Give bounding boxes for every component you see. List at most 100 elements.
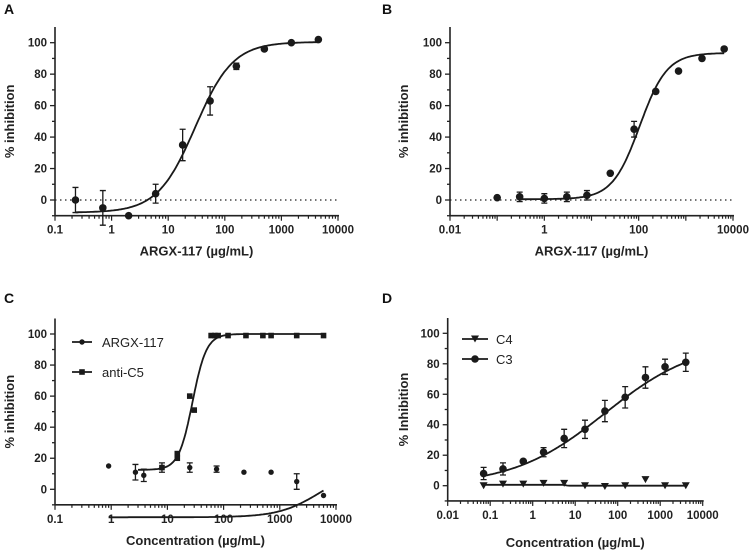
data-point bbox=[479, 482, 488, 490]
x-tick-label: 10000 bbox=[687, 510, 719, 522]
data-point bbox=[581, 425, 589, 434]
y-tick-label: 60 bbox=[34, 101, 47, 113]
data-point bbox=[560, 434, 568, 443]
data-point bbox=[651, 87, 660, 96]
data-point bbox=[621, 393, 629, 402]
x-tick-label: 10000 bbox=[322, 225, 354, 237]
legend-marker bbox=[79, 339, 85, 345]
y-tick-label: 40 bbox=[34, 132, 47, 144]
y-tick-label: 0 bbox=[41, 484, 47, 496]
data-point bbox=[132, 469, 139, 475]
x-tick-label: 1 bbox=[108, 514, 115, 526]
fit-curve bbox=[519, 52, 725, 201]
data-point bbox=[215, 332, 221, 339]
chart-panel-d: D 0 20 40 60 80 100 0.01 0.1 1 10 100 1000 10000 Conce… bbox=[382, 290, 719, 550]
y-axis-title: % inhibition bbox=[2, 84, 17, 158]
x-tick-label: 0.01 bbox=[437, 510, 460, 522]
data-point bbox=[174, 455, 181, 462]
chart-panel-a: A 0 20 40 60 80 100 0.1 1 10 100 1000 10000 ARGX-117 … bbox=[2, 1, 354, 259]
legend-marker bbox=[471, 335, 479, 343]
y-tick-label: 100 bbox=[421, 328, 440, 340]
data-point bbox=[320, 492, 327, 499]
data-point bbox=[206, 97, 214, 105]
data-point bbox=[630, 125, 638, 134]
x-axis-title: Concentration (µg/mL) bbox=[126, 533, 265, 548]
data-point bbox=[174, 450, 181, 457]
series-argx-117: ARGX-117 bbox=[72, 335, 327, 519]
data-point bbox=[681, 482, 690, 490]
data-point bbox=[124, 211, 133, 220]
data-point bbox=[720, 45, 728, 53]
data-point bbox=[99, 204, 107, 212]
legend-label: anti-C5 bbox=[102, 365, 144, 380]
y-tick-label: 60 bbox=[34, 391, 47, 403]
data-point bbox=[293, 332, 300, 339]
y-tick-label: 100 bbox=[28, 329, 47, 341]
data-point bbox=[539, 448, 548, 456]
x-tick-label: 1000 bbox=[647, 510, 673, 522]
data-point bbox=[540, 194, 549, 203]
data-point bbox=[583, 191, 591, 200]
x-tick-label: 1 bbox=[541, 225, 548, 237]
data-point bbox=[187, 464, 193, 471]
series-c4: C4 bbox=[462, 332, 690, 490]
y-tick-label: 40 bbox=[427, 420, 440, 432]
y-tick-label: 20 bbox=[429, 164, 442, 176]
x-tick-label: 1 bbox=[529, 510, 536, 522]
data-point bbox=[260, 332, 266, 339]
y-tick-label: 80 bbox=[34, 360, 47, 372]
x-tick-label: 100 bbox=[215, 225, 234, 237]
data-point bbox=[580, 482, 589, 490]
data-point bbox=[71, 196, 80, 204]
data-point bbox=[243, 332, 249, 339]
data-point bbox=[178, 141, 187, 149]
x-axis-title: ARGX-117 (µg/mL) bbox=[140, 244, 254, 259]
data-point bbox=[519, 457, 528, 466]
y-tick-label: 60 bbox=[427, 389, 440, 401]
y-tick-label: 40 bbox=[34, 422, 47, 434]
data-point bbox=[498, 480, 507, 488]
y-tick-label: 80 bbox=[427, 359, 440, 371]
data-point bbox=[563, 193, 571, 201]
y-tick-label: 20 bbox=[34, 453, 47, 465]
data-point bbox=[499, 465, 507, 473]
chart-panel-b: B 0 20 40 60 80 100 0.01 1 100 10000 ARGX-117 (µg/m… bbox=[382, 1, 749, 259]
data-point bbox=[320, 332, 327, 339]
legend-label: C3 bbox=[496, 352, 513, 367]
data-point bbox=[191, 407, 198, 413]
panel-label: A bbox=[4, 1, 14, 17]
panel-label: C bbox=[4, 290, 14, 306]
x-tick-label: 10 bbox=[569, 510, 582, 522]
x-tick-label: 10000 bbox=[717, 225, 749, 237]
legend-marker bbox=[79, 369, 85, 375]
data-point bbox=[151, 189, 160, 198]
y-tick-label: 80 bbox=[429, 69, 442, 81]
data-point bbox=[600, 482, 609, 490]
data-point bbox=[260, 45, 269, 53]
data-point bbox=[621, 482, 630, 490]
x-tick-label: 0.1 bbox=[47, 514, 64, 526]
y-tick-label: 0 bbox=[436, 195, 442, 207]
data-point bbox=[186, 393, 193, 399]
data-point bbox=[560, 479, 569, 487]
x-axis-title: Concentration (µg/mL) bbox=[506, 535, 645, 550]
y-tick-label: 40 bbox=[429, 132, 442, 144]
y-axis-title: % Inhibition bbox=[396, 373, 411, 447]
panel-label: D bbox=[382, 290, 392, 306]
data-point bbox=[698, 54, 706, 63]
data-point bbox=[681, 358, 690, 367]
y-tick-label: 0 bbox=[41, 195, 47, 207]
y-tick-label: 20 bbox=[34, 164, 47, 176]
series-0 bbox=[493, 45, 728, 204]
x-tick-label: 0.1 bbox=[482, 510, 499, 522]
data-point bbox=[641, 476, 650, 484]
data-point bbox=[225, 332, 231, 339]
data-point bbox=[601, 407, 609, 415]
data-point bbox=[268, 469, 274, 475]
x-tick-label: 100 bbox=[608, 510, 627, 522]
y-tick-label: 100 bbox=[28, 38, 47, 50]
data-point bbox=[213, 466, 220, 472]
data-point bbox=[661, 363, 669, 371]
